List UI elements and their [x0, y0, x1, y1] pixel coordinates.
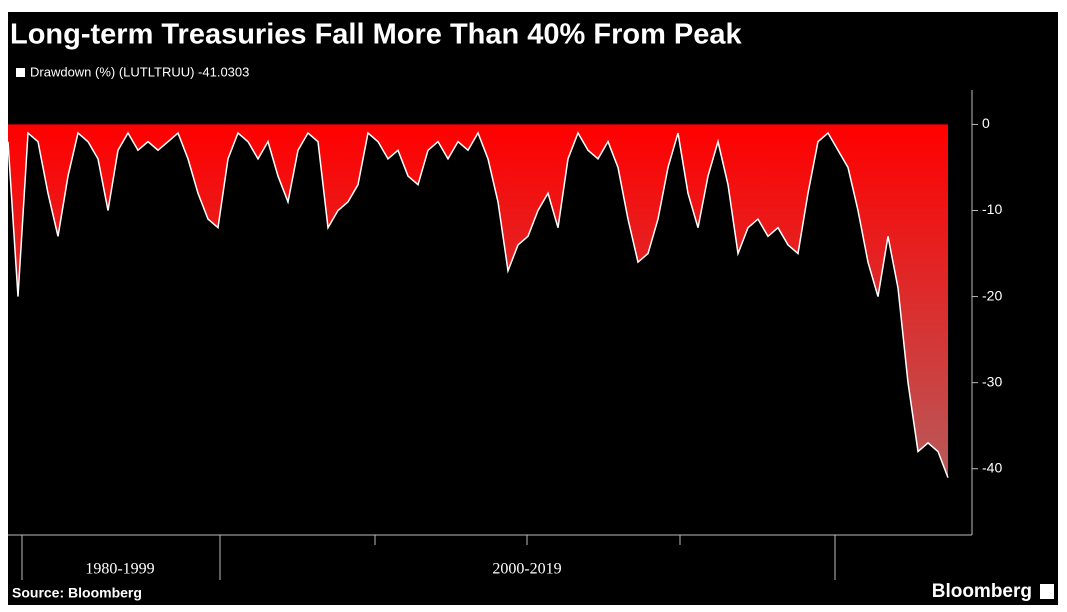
source: Source: Bloomberg: [12, 585, 142, 601]
legend-label: Drawdown (%) (LUTLTRUU) -41.0303: [30, 64, 249, 79]
area: [8, 124, 948, 478]
y-tick-label: 0: [982, 115, 990, 131]
period-label: 2000-2019: [492, 561, 561, 578]
x-separators: [21, 535, 836, 580]
brand-icon: [1040, 584, 1054, 599]
background: [8, 12, 1058, 605]
legend-swatch: [16, 68, 25, 77]
chart-title: Long-term Treasuries Fall More Than 40% …: [10, 19, 743, 51]
y-tick-label: -40: [982, 459, 1002, 475]
line: [7, 131, 949, 478]
y-tick-label: -30: [982, 373, 1002, 389]
period-label: 1980-1999: [85, 561, 154, 578]
y-tick-label: -10: [982, 201, 1002, 217]
y-tick-label: -20: [982, 287, 1002, 303]
brand: Bloomberg: [932, 581, 1032, 602]
